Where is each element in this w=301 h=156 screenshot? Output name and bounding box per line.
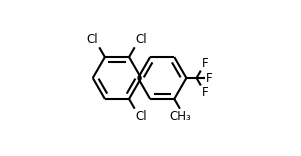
Text: Cl: Cl <box>87 33 98 46</box>
Text: F: F <box>202 86 208 99</box>
Text: F: F <box>202 57 208 70</box>
Text: CH₃: CH₃ <box>169 110 191 123</box>
Text: Cl: Cl <box>135 33 147 46</box>
Text: Cl: Cl <box>135 110 147 123</box>
Text: F: F <box>206 71 213 85</box>
